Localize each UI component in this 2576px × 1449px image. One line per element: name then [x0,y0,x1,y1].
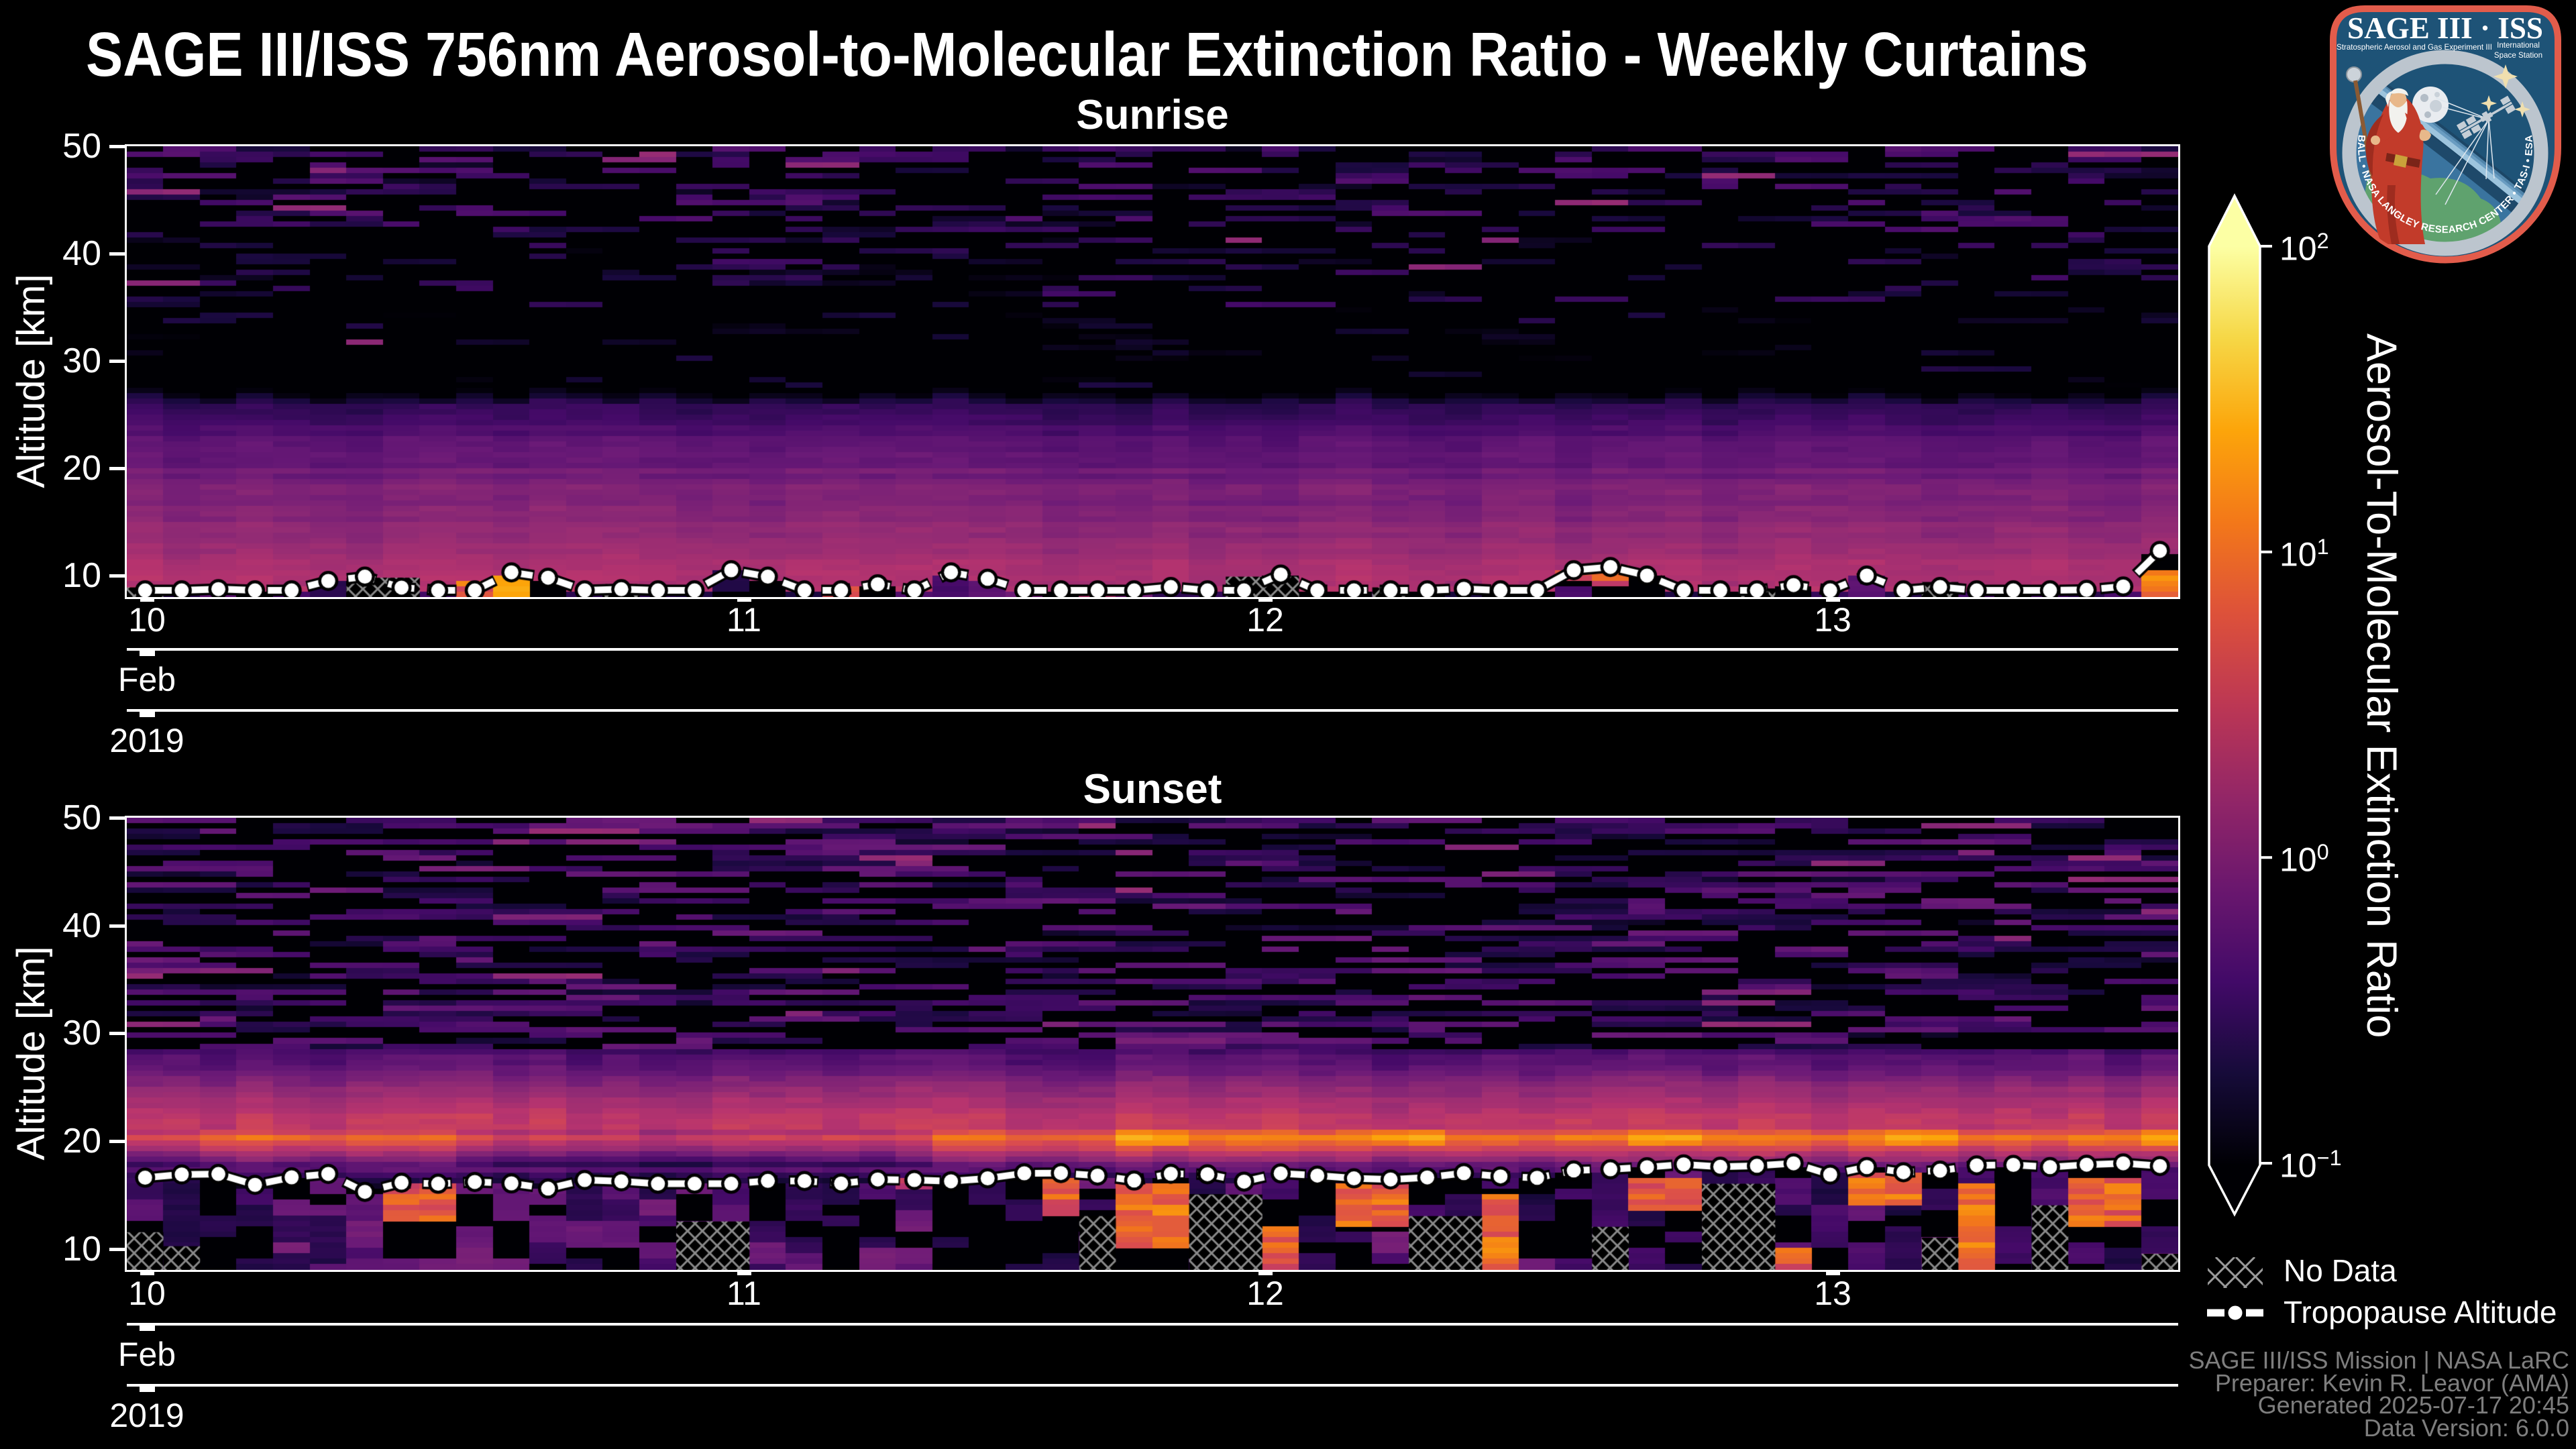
svg-text:International: International [2497,41,2540,50]
svg-text:Stratospheric Aerosol and Gas: Stratospheric Aerosol and Gas Experiment… [2337,43,2492,52]
svg-text:SAGE III · ISS: SAGE III · ISS [2347,11,2543,45]
svg-text:Space Station: Space Station [2494,51,2542,60]
